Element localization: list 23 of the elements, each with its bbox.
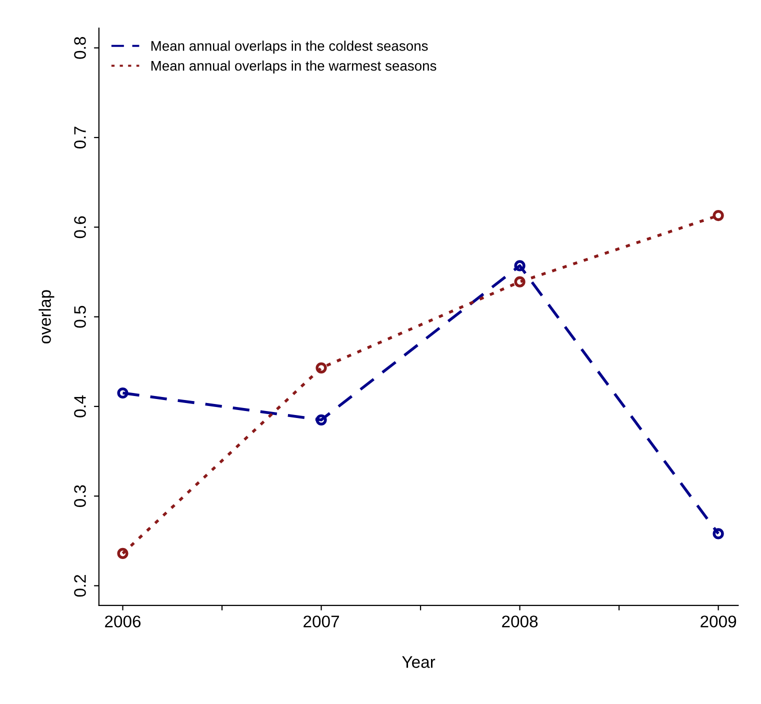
legend-label: Mean annual overlaps in the coldest seasons	[151, 40, 428, 54]
y-tick-label: 0.4	[74, 395, 86, 418]
y-tick-label: 0.2	[74, 574, 86, 597]
y-axis-title: overlap	[38, 290, 54, 344]
point	[514, 276, 526, 288]
y-tick-label: 0.5	[74, 306, 86, 328]
y-tick-label: 0.3	[74, 485, 86, 508]
legend-label: Mean annual overlaps in the warmest seasons	[151, 60, 436, 74]
point	[316, 414, 327, 426]
x-tick-label: 2006	[105, 616, 141, 628]
point	[712, 528, 724, 540]
y-tick-label: 0.7	[74, 126, 86, 148]
x-tick-label: 2007	[304, 616, 339, 628]
point	[514, 260, 526, 272]
x-tick-label: 2008	[502, 616, 538, 628]
point	[117, 387, 128, 399]
point	[117, 548, 128, 560]
y-tick-label: 0.8	[74, 37, 86, 59]
point	[712, 210, 724, 222]
x-axis-title: Year	[402, 656, 436, 668]
x-tick-label: 2009	[700, 616, 736, 628]
y-tick-label: 0.6	[74, 216, 86, 238]
point	[316, 362, 327, 374]
